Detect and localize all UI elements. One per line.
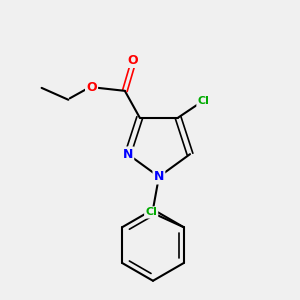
Text: N: N: [154, 170, 164, 183]
Text: N: N: [123, 148, 133, 161]
Text: Cl: Cl: [145, 207, 157, 218]
Text: O: O: [86, 81, 97, 94]
Text: O: O: [127, 54, 138, 67]
Text: Cl: Cl: [197, 96, 209, 106]
